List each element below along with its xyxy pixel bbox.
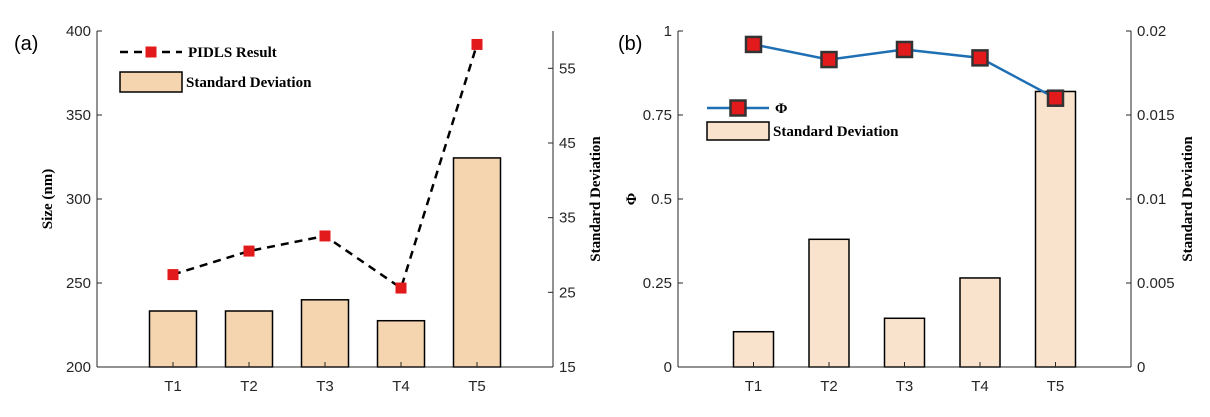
x-tick-label: T3 [896, 378, 914, 395]
x-tick-label: T4 [392, 378, 410, 395]
y-tick-label: 1 [664, 23, 672, 40]
x-tick-label: T1 [164, 378, 182, 395]
marker-t3 [319, 230, 331, 242]
bar-t3 [300, 299, 350, 368]
y2-tick-label: 0 [1137, 359, 1145, 376]
bar-t4 [959, 277, 1001, 368]
marker-t5 [1046, 89, 1065, 107]
y-tick-label: 0.25 [643, 275, 672, 292]
x-tick-label: T2 [820, 378, 838, 395]
marker-t1 [744, 35, 763, 54]
bar-t1 [148, 310, 198, 368]
x-tick-label: T2 [240, 378, 258, 395]
y-tick-label: 0 [664, 359, 672, 376]
legend-marker-swatch [729, 99, 747, 117]
legend-label: Standard Deviation [773, 124, 899, 140]
y-tick-label: 350 [66, 107, 91, 124]
y2-axis-label: Standard Deviation [1180, 136, 1196, 262]
x-tick-label: T5 [1047, 378, 1065, 395]
marker-t2 [243, 245, 255, 257]
bar-t1 [732, 330, 775, 368]
y2-axis-label: Standard Deviation [588, 136, 604, 262]
bar-t4 [376, 319, 426, 368]
panel-label: (b) [618, 33, 642, 55]
y2-tick-label: 15 [559, 359, 576, 376]
y-tick-label: 300 [66, 191, 91, 208]
marker-t1 [167, 269, 179, 281]
y2-tick-label: 0.005 [1137, 275, 1175, 292]
legend-label: PIDLS Result [188, 45, 277, 61]
legend-label: Standard Deviation [186, 75, 312, 91]
y-axis-label: Size (nm) [40, 169, 56, 229]
x-tick-label: T3 [316, 378, 334, 395]
y-tick-label: 0.75 [643, 107, 672, 124]
bar-t5 [1034, 90, 1077, 368]
x-tick-label: T1 [745, 378, 763, 395]
legend-label: Φ [775, 101, 787, 117]
marker-t4 [395, 282, 407, 294]
y2-tick-label: 35 [559, 210, 576, 227]
y-tick-label: 200 [66, 359, 91, 376]
marker-t3 [895, 40, 914, 59]
y2-tick-label: 45 [559, 135, 576, 152]
y-tick-label: 250 [66, 275, 91, 292]
marker-t5 [471, 38, 483, 50]
y2-tick-label: 0.015 [1137, 107, 1175, 124]
legend-marker-swatch [145, 46, 157, 58]
x-tick-label: T4 [971, 378, 989, 395]
marker-t2 [820, 50, 838, 69]
legend-bar-swatch [706, 121, 770, 141]
bar-t2 [808, 238, 850, 368]
y2-tick-label: 0.01 [1137, 191, 1166, 208]
y-axis-label: Φ [624, 193, 640, 205]
bar-t3 [883, 317, 926, 368]
y2-tick-label: 0.02 [1137, 23, 1166, 40]
marker-t4 [971, 49, 989, 67]
y2-tick-label: 25 [559, 284, 576, 301]
y2-tick-label: 55 [559, 60, 576, 77]
legend-bar-swatch [119, 71, 183, 93]
x-tick-label: T5 [468, 378, 486, 395]
y-tick-label: 400 [66, 23, 91, 40]
bar-t2 [224, 310, 274, 368]
panel-label: (a) [14, 33, 38, 55]
y-tick-label: 0.5 [651, 191, 672, 208]
bar-t5 [452, 157, 502, 368]
